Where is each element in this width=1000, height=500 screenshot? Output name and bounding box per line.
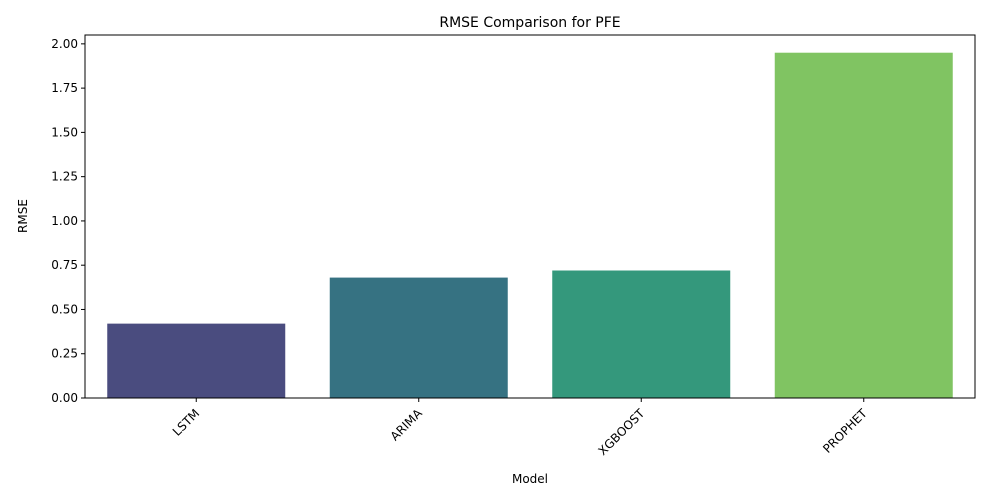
x-axis-label: Model	[512, 472, 548, 486]
chart-title: RMSE Comparison for PFE	[439, 15, 620, 31]
plot-frame	[84, 34, 976, 399]
y-axis-label: RMSE	[16, 199, 30, 233]
bar-arima	[329, 277, 508, 398]
x-tick-label: LSTM	[170, 406, 203, 439]
y-tick-label: 0.50	[51, 302, 78, 316]
x-tick-label: ARIMA	[388, 406, 426, 444]
y-tick-label: 1.75	[51, 81, 78, 95]
y-tick-label: 1.50	[51, 125, 78, 139]
y-tick-label: 1.00	[51, 214, 78, 228]
bar-xgboost	[552, 270, 731, 398]
y-tick-label: 1.25	[51, 170, 78, 184]
bars-group	[107, 52, 953, 399]
x-tick-label: XGBOOST	[595, 406, 647, 458]
y-tick-label: 0.25	[51, 347, 78, 361]
y-tick-label: 0.75	[51, 258, 78, 272]
y-axis-ticks: 0.00 0.25 0.50 0.75 1.00 1.25 1.50 1.75 2.00	[51, 37, 85, 405]
x-axis-ticks: LSTM ARIMA XGBOOST PROPHET	[170, 398, 870, 458]
y-tick-label: 0.00	[51, 391, 78, 405]
y-tick-label: 2.00	[51, 37, 78, 51]
x-tick-label: PROPHET	[820, 406, 870, 456]
bar-lstm	[107, 323, 286, 398]
bar-prophet	[774, 52, 953, 399]
